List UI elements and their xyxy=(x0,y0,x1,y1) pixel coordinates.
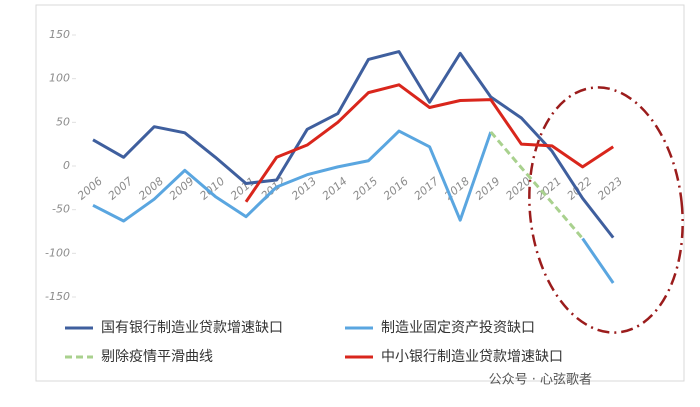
series-line xyxy=(92,129,615,284)
series-line xyxy=(92,50,615,239)
chart-frame xyxy=(35,4,685,382)
watermark: 公众号 · 心弦歌者 xyxy=(489,372,592,388)
x-tick-label: 2015 xyxy=(350,175,380,203)
series-line xyxy=(244,83,615,203)
x-tick-label: 2014 xyxy=(320,175,350,203)
legend-label: 剔除疫情平滑曲线 xyxy=(101,348,213,365)
x-tick-label: 2008 xyxy=(136,175,166,203)
x-tick-label: 2006 xyxy=(75,175,105,203)
y-tick-label: 50 xyxy=(56,115,70,128)
y-tick-label: -50 xyxy=(52,203,70,216)
y-tick-label: 150 xyxy=(49,28,70,41)
legend-label: 中小银行制造业贷款增速缺口 xyxy=(381,349,563,365)
y-tick-label: 0 xyxy=(63,159,70,172)
x-tick-label: 2007 xyxy=(106,175,136,203)
legend-label: 国有银行制造业贷款增速缺口 xyxy=(101,320,283,336)
x-tick-label: 2017 xyxy=(412,175,442,203)
legend-label: 制造业固定资产投资缺口 xyxy=(381,320,535,336)
y-tick-label: 100 xyxy=(49,72,70,85)
x-tick-label: 2016 xyxy=(381,175,411,203)
x-tick-label: 2010 xyxy=(197,175,227,203)
y-tick-label: -150 xyxy=(45,290,70,303)
x-tick-label: 2023 xyxy=(595,175,625,203)
x-tick-label: 2019 xyxy=(473,175,503,203)
x-tick-label: 2009 xyxy=(167,175,197,203)
highlight-ellipse xyxy=(528,86,684,334)
series-line xyxy=(489,130,584,240)
y-tick-label: -100 xyxy=(45,246,70,259)
